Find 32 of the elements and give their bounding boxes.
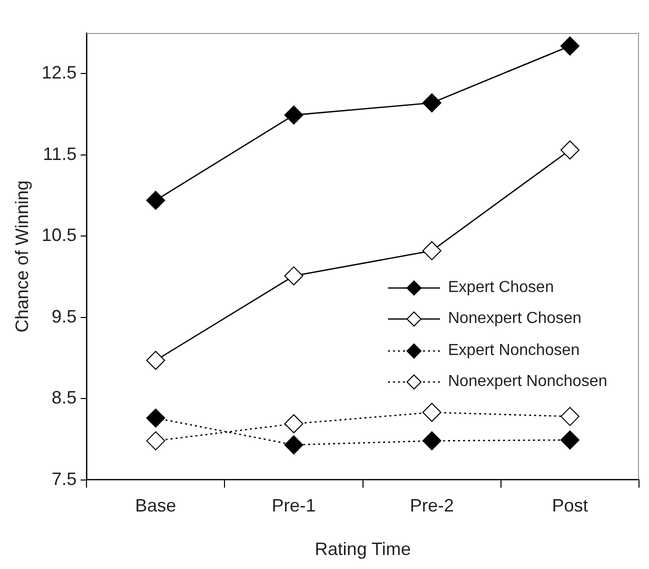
- legend-label: Nonexpert Chosen: [448, 310, 582, 328]
- legend-label: Nonexpert Nonchosen: [448, 373, 608, 392]
- point: [146, 408, 166, 428]
- y-tick-label: 9.5: [52, 306, 77, 326]
- point: [146, 190, 166, 210]
- point: [284, 266, 304, 286]
- legend-label: Expert Chosen: [448, 278, 554, 297]
- point: [422, 431, 442, 450]
- y-axis-title: Chance of Winning: [12, 180, 32, 332]
- point: [560, 140, 580, 160]
- legend-label: Expert Nonchosen: [448, 342, 580, 360]
- point: [560, 430, 580, 450]
- x-tick-label: Pre-1: [272, 496, 316, 516]
- x-axis-title: Rating Time: [314, 539, 411, 560]
- y-tick-label: 11.5: [42, 144, 77, 164]
- y-tick-label: 10.5: [42, 225, 77, 246]
- y-tick-label: 12.5: [42, 62, 77, 83]
- point: [284, 435, 304, 454]
- point: [284, 106, 304, 125]
- point: [422, 402, 442, 422]
- point: [422, 241, 442, 260]
- y-tick-label: 8.5: [52, 388, 77, 408]
- point: [146, 431, 166, 450]
- y-tick-label: 7.5: [52, 468, 77, 489]
- point: [422, 93, 442, 112]
- point: [284, 414, 304, 434]
- x-tick-label: Pre-2: [410, 496, 454, 516]
- point: [560, 36, 580, 56]
- point: [560, 406, 580, 426]
- x-tick-label: Post: [552, 496, 588, 516]
- x-tick-label: Base: [135, 496, 176, 516]
- point: [146, 350, 166, 370]
